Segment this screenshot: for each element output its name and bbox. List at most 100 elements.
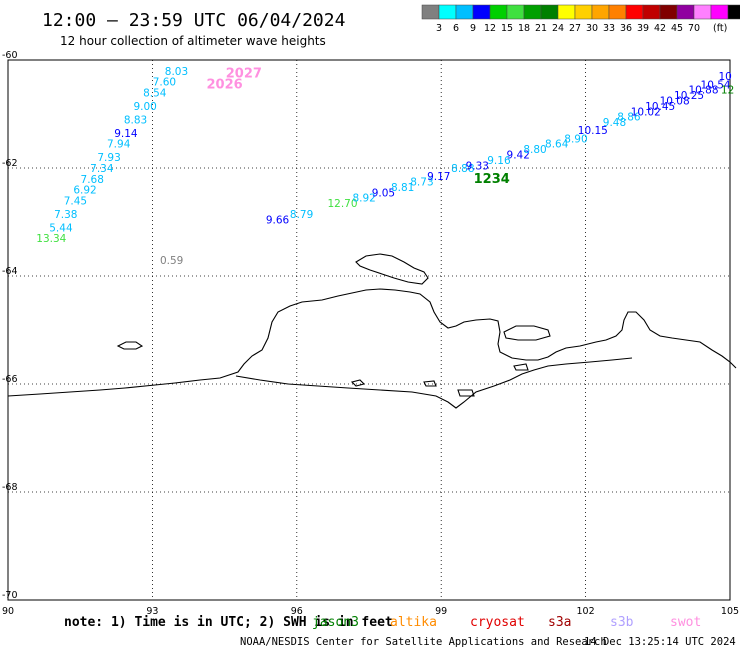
axis-labels: 90 93 96 99 102 105 -60 -62 -64 -66 -68 -70: [2, 50, 739, 617]
colorbar-label: 15: [501, 23, 513, 34]
satellite-name: swot: [670, 615, 701, 630]
colorbar-label: 12: [484, 23, 496, 34]
wave-height-label: 8.83: [124, 114, 147, 126]
colorbar: 3 6 9 12 15 18 21 24 27 30 33 36 39 42 45 70 (ft): [421, 4, 740, 34]
colorbar-swatch: [540, 4, 559, 20]
wave-height-label: 9.48: [603, 117, 626, 129]
colorbar-swatch: [574, 4, 593, 20]
colorbar-label: 6: [453, 23, 459, 34]
colorbar-label: 21: [535, 23, 547, 34]
wave-height-label: 9.33: [466, 160, 489, 172]
wave-height-label: 8.86: [617, 112, 641, 124]
wave-height-label: 9.14: [114, 128, 138, 140]
colorbar-label: 42: [654, 23, 666, 34]
x-tick-label: 105: [721, 606, 739, 617]
colorbar-swatch: [472, 4, 491, 20]
wave-height-label: 8.90: [564, 133, 587, 145]
plot-frame: [7, 59, 731, 601]
wave-height-label: 8.64: [545, 139, 569, 151]
colorbar-swatch: [421, 4, 440, 20]
colorbar-label: 39: [637, 23, 649, 34]
x-tick-label: 96: [291, 606, 303, 617]
colorbar-swatch: [523, 4, 542, 20]
grid-lines: [8, 60, 730, 600]
x-tick-label: 90: [2, 606, 14, 617]
island-small-1: [350, 379, 366, 387]
wave-height-label: 10.54: [701, 79, 731, 91]
wave-height-label: 10.25: [674, 90, 704, 102]
wave-height-label: 8.54: [143, 87, 167, 99]
wave-height-label: 2026: [207, 77, 243, 92]
colorbar-swatch: [506, 4, 525, 20]
note-text: note: 1) Time is in UTC; 2) SWH is in fe…: [64, 615, 393, 630]
data-points: 13.345.447.387.456.927.687.347.937.949.1…: [36, 66, 734, 267]
colorbar-label: 9: [470, 23, 476, 34]
y-tick-label: -66: [2, 374, 18, 385]
island-small-4: [513, 363, 529, 371]
ice-shelf-island: [355, 253, 429, 285]
plot-area: 13.345.447.387.456.927.687.347.937.949.1…: [7, 59, 737, 601]
colorbar-label: 24: [552, 23, 564, 34]
wave-height-label: 6.92: [73, 185, 96, 197]
island-small-2: [423, 380, 437, 387]
wave-height-label: 7.34: [90, 163, 114, 175]
timestamp-text: 14 Dec 13:25:14 UTC 2024: [584, 636, 736, 648]
y-tick-label: -68: [2, 482, 18, 493]
y-tick-label: -60: [2, 50, 18, 61]
colorbar-label: 30: [586, 23, 598, 34]
wave-height-label: 9.42: [507, 150, 530, 162]
island-west: [116, 341, 144, 350]
y-tick-label: -62: [2, 158, 18, 169]
x-tick-label: 99: [435, 606, 447, 617]
wave-height-label: 9.16: [487, 155, 511, 167]
y-tick-label: -64: [2, 266, 18, 277]
satellite-legend: jason3 altika cryosat s3a s3b swot: [312, 615, 701, 630]
wave-height-label: 10.02: [631, 106, 661, 118]
colorbar-swatch: [642, 4, 661, 20]
wave-height-label: 10.45: [645, 101, 675, 113]
satellite-name: jason3: [312, 615, 359, 630]
wave-height-label: 7.68: [81, 174, 104, 186]
wave-height-label: 0.59: [160, 255, 183, 267]
satellite-name: cryosat: [470, 615, 525, 630]
wave-height-label: 5.44: [49, 222, 73, 234]
wave-height-label: 8.73: [410, 177, 433, 189]
colorbar-swatch: [489, 4, 508, 20]
colorbar-label: 70: [688, 23, 700, 34]
wave-height-label: 8.88: [451, 163, 474, 175]
x-tick-label: 102: [577, 606, 595, 617]
colorbar-label: 36: [620, 23, 632, 34]
colorbar-label: 27: [569, 23, 581, 34]
colorbar-swatch: [455, 4, 474, 20]
colorbar-swatch: [591, 4, 610, 20]
wave-height-label: 7.45: [64, 195, 87, 207]
colorbar-swatch: [676, 4, 695, 20]
island-small-3: [457, 389, 475, 397]
coastline-main: [7, 288, 737, 397]
wave-height-label: 7.93: [97, 152, 120, 164]
colorbar-label: 45: [671, 23, 683, 34]
wave-height-label: 1234: [474, 172, 510, 187]
wave-height-label: 7.60: [153, 77, 176, 89]
wave-height-label: 10.08: [660, 96, 690, 108]
wave-height-label: 9.00: [133, 101, 156, 113]
colorbar-swatch: [659, 4, 678, 20]
wave-height-label: 10.15: [578, 125, 608, 137]
colorbar-swatch: [710, 4, 729, 20]
wave-height-label: 7.38: [54, 209, 77, 221]
colorbar-label: 33: [603, 23, 615, 34]
colorbar-swatch: [625, 4, 644, 20]
satellite-name: altika: [390, 615, 437, 630]
satellite-name: s3b: [610, 615, 634, 630]
colorbar-swatch: [438, 4, 457, 20]
coastline: [7, 253, 737, 409]
y-tick-label: -70: [2, 590, 18, 601]
wave-height-label: 13.34: [36, 233, 66, 245]
colorbar-swatch: [557, 4, 576, 20]
colorbar-swatch: [608, 4, 627, 20]
chart-title: 12:00 – 23:59 UTC 06/04/2024: [42, 10, 345, 31]
satellite-name: s3a: [548, 615, 571, 630]
wave-height-label: 8.81: [391, 182, 414, 194]
wave-height-label: 9.17: [427, 171, 450, 183]
